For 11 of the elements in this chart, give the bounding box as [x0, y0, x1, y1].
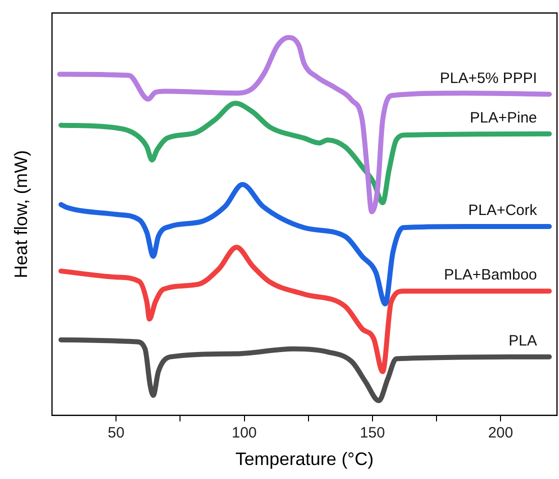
y-axis-title: Heat flow, (mW): [10, 150, 31, 278]
x-tick-label: 200: [488, 424, 514, 442]
series-label: PLA: [508, 332, 538, 350]
series-label: PLA+Cork: [468, 202, 538, 220]
series-label: PLA+5% PPPI: [440, 70, 538, 87]
series-label: PLA+Pine: [470, 110, 538, 127]
series-label: PLA+Bamboo: [444, 266, 537, 284]
x-axis-title: Temperature (°C): [235, 449, 374, 470]
x-tick-label: 50: [108, 424, 124, 442]
x-tick-label: 150: [360, 424, 385, 442]
x-tick-label: 100: [232, 424, 257, 442]
